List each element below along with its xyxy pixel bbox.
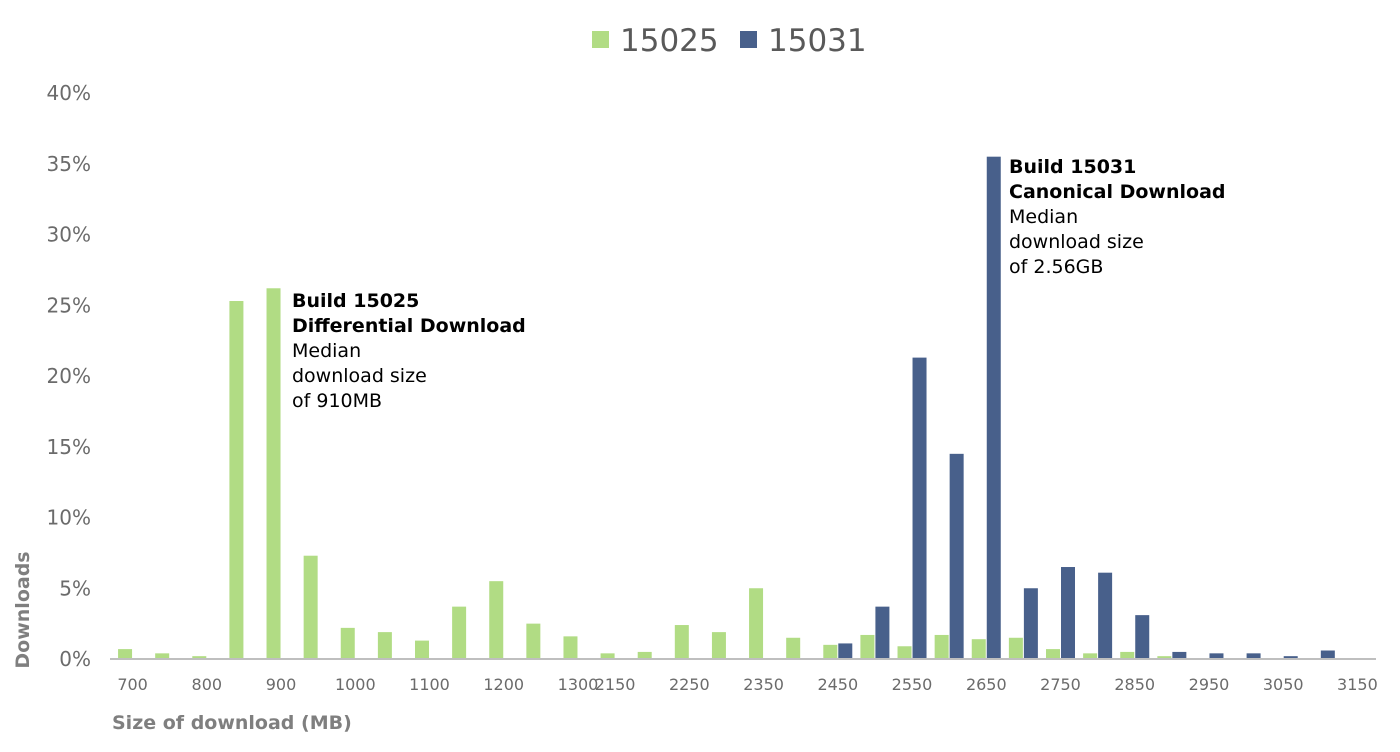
bar-15025-2650 xyxy=(971,639,986,659)
y-tick-label: 5% xyxy=(59,576,91,600)
bar-15031-3000 xyxy=(1246,653,1261,659)
bar-15025-700 xyxy=(118,649,133,659)
legend-label-15031: 15031 xyxy=(768,23,867,59)
bars xyxy=(118,156,1335,660)
bar-15025-2500 xyxy=(860,634,875,659)
legend-label-15025: 15025 xyxy=(620,23,719,59)
y-axis-ticks: 0% 5% 10% 15% 20% 25% 30% 35% 40% xyxy=(47,81,91,671)
annotation-body-line: Median xyxy=(292,340,361,362)
x-tick-label: 2350 xyxy=(743,675,784,694)
annotation-title-line: Build 15025 xyxy=(292,290,419,312)
bar-15031-2600 xyxy=(949,453,964,659)
x-tick-label: 1200 xyxy=(483,675,524,694)
bar-15025-800 xyxy=(192,656,207,659)
bar-15025-2900 xyxy=(1157,656,1172,659)
x-tick-label: 2550 xyxy=(892,675,933,694)
bar-15031-2750 xyxy=(1061,567,1075,659)
legend-swatch-15031 xyxy=(740,31,757,48)
x-tick-label: 700 xyxy=(117,675,148,694)
annotation: Build 15031 Canonical Download Median downl… xyxy=(1009,156,1226,278)
bar-15025-2300 xyxy=(711,632,726,659)
x-tick-label: 2650 xyxy=(966,675,1007,694)
annotation: Build 15025 Differential Download Median do… xyxy=(292,290,526,412)
bar-15025-1050 xyxy=(377,632,392,659)
x-tick-label: 3050 xyxy=(1263,675,1304,694)
x-tick-label: 3150 xyxy=(1337,675,1378,694)
bar-15031-2500 xyxy=(875,606,890,659)
bar-15025-2400 xyxy=(786,637,801,659)
y-tick-label: 35% xyxy=(47,152,91,176)
x-tick-label: 900 xyxy=(266,675,297,694)
bar-15025-1100 xyxy=(415,640,429,659)
bar-15031-2550 xyxy=(912,357,927,659)
legend-swatch-15025 xyxy=(592,31,609,48)
annotation-title-line: Canonical Download xyxy=(1009,181,1226,203)
annotation-body-line: Median xyxy=(1009,206,1078,228)
bar-15031-2450 xyxy=(838,643,853,659)
x-tick-label: 2950 xyxy=(1189,675,1230,694)
bar-15025-1000 xyxy=(340,627,355,659)
bar-15025-2850 xyxy=(1120,651,1135,659)
y-tick-label: 0% xyxy=(59,647,91,671)
bar-15031-2950 xyxy=(1209,653,1224,659)
annotation-title-line: Differential Download xyxy=(292,315,526,337)
annotation-body-line: download size xyxy=(292,365,427,387)
y-tick-label: 25% xyxy=(47,293,91,317)
bar-15031-2900 xyxy=(1172,651,1187,659)
bar-15031-3050 xyxy=(1283,656,1298,659)
bar-15025-2750 xyxy=(1046,649,1060,659)
bar-15025-2600 xyxy=(934,634,949,659)
annotation-body-line: of 910MB xyxy=(292,390,382,412)
bar-15031-2800 xyxy=(1098,572,1113,659)
bar-15025-2700 xyxy=(1008,637,1023,659)
bar-15025-850 xyxy=(229,301,244,659)
x-tick-label: 1000 xyxy=(335,675,376,694)
x-axis-title: Size of download (MB) xyxy=(112,712,352,734)
bar-15031-3100 xyxy=(1320,650,1335,659)
x-tick-label: 2750 xyxy=(1040,675,1081,694)
bar-15025-1250 xyxy=(526,623,541,660)
bar-15031-2700 xyxy=(1023,588,1038,659)
y-axis-title: Downloads xyxy=(12,551,34,668)
x-tick-label: 1100 xyxy=(409,675,450,694)
bar-15025-2800 xyxy=(1083,653,1098,659)
bar-15025-2450 xyxy=(823,644,838,659)
bar-15025-1200 xyxy=(489,581,504,659)
bar-15031-2850 xyxy=(1135,615,1150,659)
bar-15025-1300 xyxy=(563,636,578,659)
annotations: Build 15025 Differential Download Median do… xyxy=(292,156,1226,412)
bar-15025-2250 xyxy=(674,625,689,659)
x-tick-label: 2250 xyxy=(669,675,710,694)
y-tick-label: 40% xyxy=(47,81,91,105)
y-tick-label: 15% xyxy=(47,435,91,459)
bar-15025-750 xyxy=(155,653,170,659)
y-tick-label: 20% xyxy=(47,364,91,388)
bar-15025-2200 xyxy=(637,651,652,659)
bar-15025-2550 xyxy=(897,646,912,659)
annotation-body-line: of 2.56GB xyxy=(1009,256,1103,278)
x-tick-label: 1300 xyxy=(558,675,599,694)
bar-15025-900 xyxy=(266,288,281,659)
x-tick-label: 2850 xyxy=(1114,675,1155,694)
y-tick-label: 30% xyxy=(47,223,91,247)
annotation-title-line: Build 15031 xyxy=(1009,156,1136,178)
bar-15025-2350 xyxy=(749,588,764,659)
bar-15025-1150 xyxy=(452,606,467,659)
bar-15025-950 xyxy=(303,555,318,659)
x-tick-label: 2150 xyxy=(595,675,636,694)
y-tick-label: 10% xyxy=(47,506,91,530)
bar-15025-2150 xyxy=(600,653,615,659)
bar-15031-2650 xyxy=(986,156,1001,659)
legend: 15025 15031 xyxy=(592,23,867,59)
x-tick-label: 800 xyxy=(192,675,223,694)
x-tick-label: 2450 xyxy=(817,675,858,694)
annotation-body-line: download size xyxy=(1009,231,1144,253)
